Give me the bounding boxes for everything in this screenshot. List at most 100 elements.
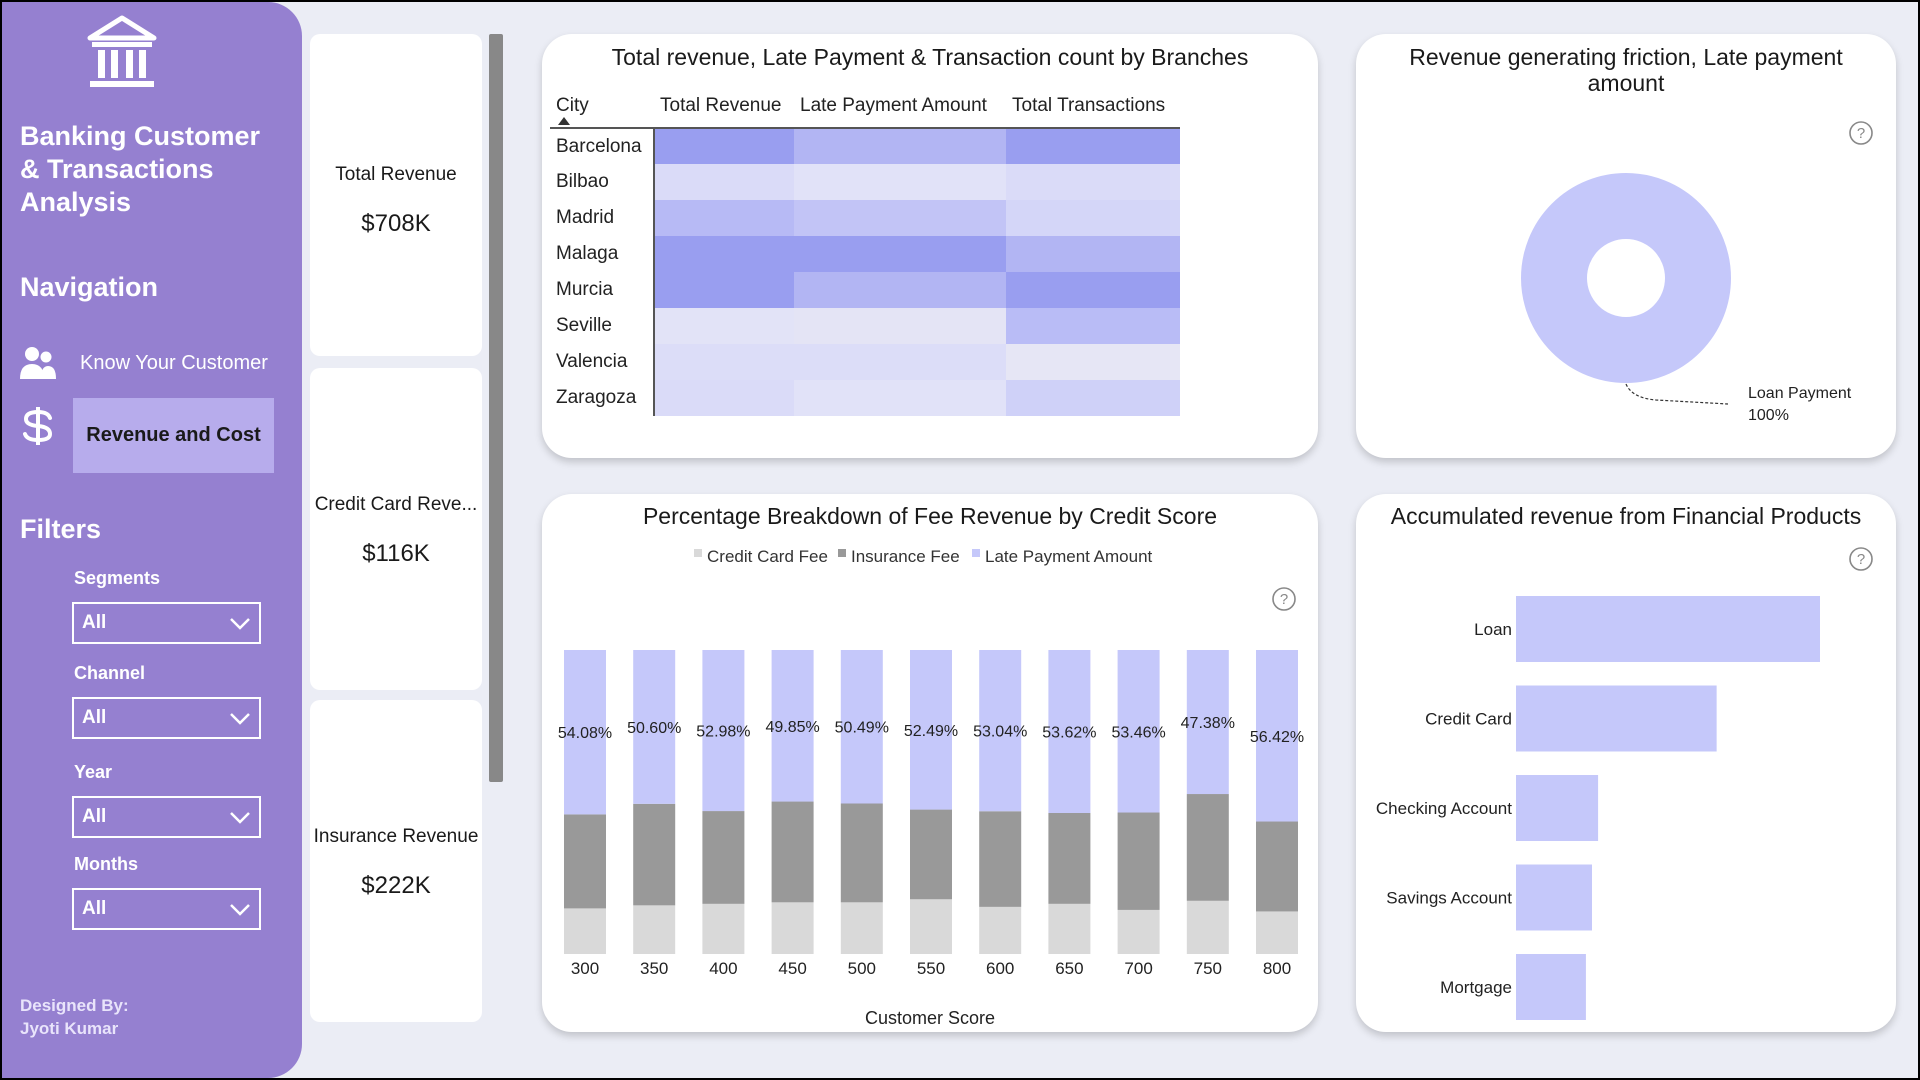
table-row[interactable]: Barcelona [550, 128, 1180, 164]
kpi-scrollbar[interactable] [489, 34, 503, 782]
bar-segment[interactable] [1256, 821, 1298, 912]
bar-segment[interactable] [1256, 650, 1298, 822]
bar[interactable] [1516, 775, 1599, 841]
fee-breakdown-chart: Percentage Breakdown of Fee Revenue by C… [558, 503, 1304, 1028]
bar-segment[interactable] [633, 650, 676, 804]
help-icon[interactable]: ? [1271, 586, 1297, 612]
table-row[interactable]: Madrid [550, 200, 1180, 236]
column-header-total-transactions[interactable]: Total Transactions [1006, 84, 1180, 129]
bar-segment[interactable] [979, 650, 1022, 812]
heatmap-cell[interactable] [654, 128, 794, 164]
bar-segment[interactable] [1048, 813, 1091, 904]
segments-dropdown[interactable]: All [72, 602, 261, 644]
bar-segment[interactable] [979, 811, 1022, 907]
table-row[interactable]: Murcia [550, 272, 1180, 308]
year-dropdown[interactable]: All [72, 796, 261, 838]
table-row[interactable]: Zaragoza [550, 380, 1180, 416]
bar-segment[interactable] [910, 899, 952, 954]
kpi-value: $116K [362, 540, 430, 567]
heatmap-cell[interactable] [654, 272, 794, 308]
bar[interactable] [1516, 685, 1717, 752]
nav-revenue-and-cost[interactable]: Revenue and Cost [73, 398, 274, 473]
heatmap-cell[interactable] [1006, 236, 1180, 272]
bar-segment[interactable] [840, 650, 883, 804]
heatmap-cell[interactable] [654, 308, 794, 344]
designed-by: Designed By: Jyoti Kumar [20, 994, 129, 1040]
bar-segment[interactable] [771, 650, 814, 802]
bar-segment[interactable] [702, 650, 745, 812]
bar[interactable] [1516, 864, 1592, 931]
help-icon[interactable]: ? [1848, 120, 1874, 146]
table-row[interactable]: Malaga [550, 236, 1180, 272]
heatmap-cell[interactable] [794, 344, 1006, 380]
svg-text:?: ? [1857, 125, 1865, 142]
bar-segment[interactable] [564, 908, 606, 954]
column-header-city[interactable]: City [550, 84, 654, 129]
bar-segment[interactable] [1117, 650, 1160, 813]
bar-segment[interactable] [1048, 650, 1091, 814]
bar-segment[interactable] [564, 814, 606, 909]
dollar-icon[interactable] [18, 406, 58, 446]
bar-segment[interactable] [633, 905, 676, 954]
year-value: All [82, 806, 107, 827]
bar-segment[interactable] [633, 803, 676, 906]
bar[interactable] [1516, 596, 1820, 662]
table-row[interactable]: Valencia [550, 344, 1180, 380]
heatmap-cell[interactable] [794, 308, 1006, 344]
bar-segment[interactable] [1117, 909, 1160, 954]
heatmap-cell[interactable] [1006, 308, 1180, 344]
bar-segment[interactable] [910, 809, 952, 900]
bar-segment[interactable] [564, 650, 606, 815]
column-header-total-revenue[interactable]: Total Revenue [654, 84, 794, 129]
bar-segment[interactable] [840, 902, 883, 954]
heatmap-cell[interactable] [794, 380, 1006, 416]
channel-dropdown[interactable]: All [72, 697, 261, 739]
help-icon[interactable]: ? [1848, 546, 1874, 572]
bar-segment[interactable] [1186, 650, 1229, 795]
heatmap-cell[interactable] [654, 380, 794, 416]
bar-segment[interactable] [1186, 900, 1229, 954]
bar-segment[interactable] [702, 903, 745, 954]
bar-segment[interactable] [771, 902, 814, 954]
customers-icon[interactable] [18, 343, 58, 383]
heatmap-cell[interactable] [1006, 380, 1180, 416]
heatmap-cell[interactable] [794, 236, 1006, 272]
table-row[interactable]: Seville [550, 308, 1180, 344]
heatmap-cell[interactable] [1006, 272, 1180, 308]
bar-segment[interactable] [1117, 812, 1160, 910]
legend-label[interactable]: Late Payment Amount [985, 547, 1153, 566]
bar-segment[interactable] [1186, 794, 1229, 901]
heatmap-cell[interactable] [1006, 344, 1180, 380]
donut-slice-loan-payment[interactable] [1521, 173, 1731, 383]
heatmap-cell[interactable] [1006, 200, 1180, 236]
heatmap-cell[interactable] [654, 344, 794, 380]
legend-label[interactable]: Credit Card Fee [707, 547, 828, 566]
kpi-card-insurance-revenue: Insurance Revenue $222K [310, 700, 482, 1022]
bar-segment[interactable] [771, 801, 814, 903]
bar-segment[interactable] [910, 650, 952, 810]
heatmap-cell[interactable] [794, 128, 1006, 164]
heatmap-cell[interactable] [1006, 128, 1180, 164]
bar-segment[interactable] [979, 906, 1022, 954]
nav-know-your-customer[interactable]: Know Your Customer [80, 352, 268, 374]
months-dropdown[interactable]: All [72, 888, 261, 930]
data-label: 54.08% [558, 725, 612, 742]
heatmap-cell[interactable] [1006, 164, 1180, 200]
legend-label[interactable]: Insurance Fee [851, 547, 960, 566]
column-header-late-payment[interactable]: Late Payment Amount [794, 84, 1006, 129]
bar-segment[interactable] [1048, 903, 1091, 954]
heatmap-cell[interactable] [654, 236, 794, 272]
heatmap-cell[interactable] [794, 272, 1006, 308]
table-row[interactable]: Bilbao [550, 164, 1180, 200]
bar-segment[interactable] [1256, 911, 1298, 954]
heatmap-cell[interactable] [794, 164, 1006, 200]
city-cell: Barcelona [550, 128, 655, 164]
heatmap-cell[interactable] [654, 164, 794, 200]
bar-segment[interactable] [840, 803, 883, 903]
sort-ascending-icon[interactable] [558, 117, 570, 125]
bar[interactable] [1516, 954, 1586, 1020]
bar-segment[interactable] [702, 811, 745, 904]
heatmap-cell[interactable] [794, 200, 1006, 236]
chevron-down-icon [230, 904, 250, 916]
heatmap-cell[interactable] [654, 200, 794, 236]
